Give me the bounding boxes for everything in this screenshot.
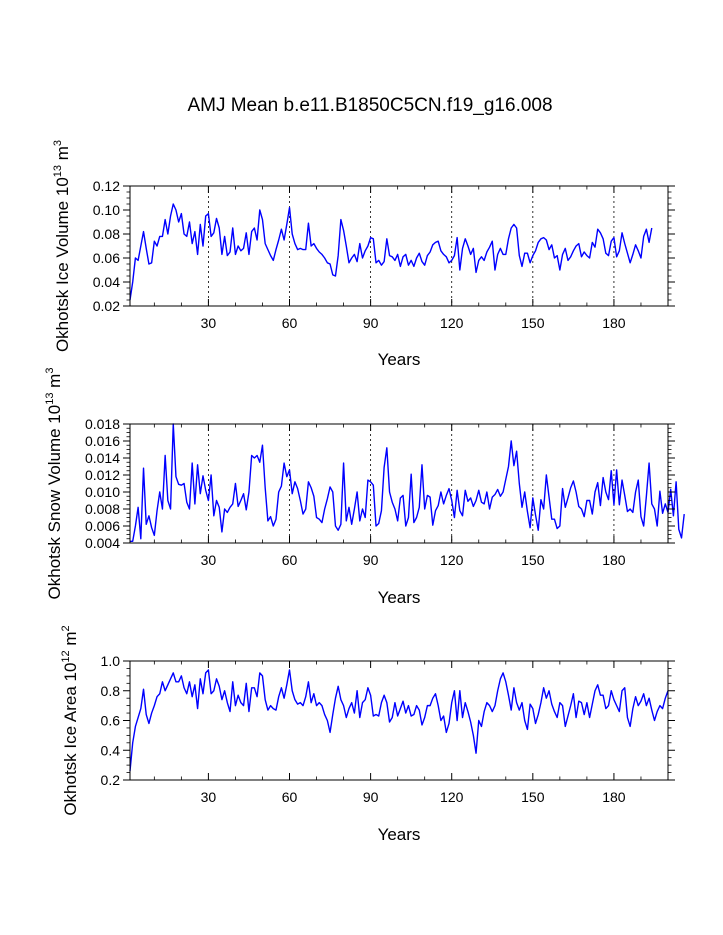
ice-volume-ytick-label-3: 0.08 (93, 226, 120, 242)
snow-volume-ylabel-exp: 13 (44, 393, 56, 405)
ice-volume-xtick-label-2: 90 (363, 315, 379, 331)
snow-volume-xtick-label-3: 120 (440, 552, 464, 568)
ice-area-ytick-label-2: 0.6 (101, 713, 121, 729)
snow-volume-ytick-label-0: 0.004 (85, 535, 120, 551)
ice-volume-chart: 30 60 90 120 150 180 0.02 0.04 0.06 0.08 0.10 0.12 Y… (52, 140, 675, 369)
ice-volume-ytick-label-2: 0.06 (93, 250, 120, 266)
snow-volume-ylabel-unit-exp: 3 (44, 368, 56, 374)
snow-volume-xtick-label-0: 30 (201, 552, 217, 568)
ice-area-xtick-label-1: 60 (282, 789, 298, 805)
snow-volume-ytick-label-2: 0.008 (85, 501, 120, 517)
ice-area-ytick-label-1: 0.4 (101, 742, 121, 758)
ice-volume-series-line (129, 203, 653, 301)
ice-area-y-axis-label: Okhotsk Ice Area 1012 m2 (60, 625, 80, 815)
ice-area-xtick-label-0: 30 (201, 789, 217, 805)
snow-volume-xtick-label-5: 180 (602, 552, 626, 568)
snow-volume-xtick-label-2: 90 (363, 552, 379, 568)
snow-volume-ylabel-unit: m (45, 374, 64, 393)
figure-title: AMJ Mean b.e11.B1850C5CN.f19_g16.008 (187, 95, 552, 116)
ice-volume-xtick-label-1: 60 (282, 315, 298, 331)
ice-volume-ylabel-exp: 13 (52, 165, 64, 177)
ice-area-ylabel-text: Okhotsk Ice Area 10 (61, 663, 80, 816)
snow-volume-x-axis-label: Years (378, 588, 421, 607)
ice-area-plot-frame (129, 660, 669, 781)
ice-volume-ylabel-unit: m (53, 146, 72, 165)
snow-volume-ylabel-text: Okhotsk Snow Volume 10 (45, 405, 64, 600)
ice-area-xtick-label-5: 180 (602, 789, 626, 805)
ice-area-ytick-label-0: 0.2 (101, 772, 121, 788)
ice-area-ylabel-unit-exp: 2 (60, 625, 72, 631)
ice-volume-ytick-label-5: 0.12 (93, 178, 120, 194)
snow-volume-y-axis-label: Okhotsk Snow Volume 1013 m3 (44, 368, 64, 600)
ice-area-ytick-label-3: 0.8 (101, 683, 121, 699)
snow-volume-ytick-label-7: 0.018 (85, 416, 120, 432)
ice-volume-ylabel-text: Okhotsk Ice Volume 10 (53, 177, 72, 352)
ice-area-x-axis-label: Years (378, 825, 421, 844)
snow-volume-xtick-label-1: 60 (282, 552, 298, 568)
ice-area-ylabel-unit: m (61, 631, 80, 650)
snow-volume-ytick-label-4: 0.012 (85, 467, 120, 483)
ice-volume-xtick-label-3: 120 (440, 315, 464, 331)
snow-volume-chart: 30 60 90 120 150 180 0.0040.0060.0080.0100.012… (44, 368, 685, 607)
ice-volume-xtick-label-5: 180 (602, 315, 626, 331)
ice-volume-xtick-label-0: 30 (201, 315, 217, 331)
ice-area-ytick-label-4: 1.0 (101, 653, 121, 669)
ice-volume-xtick-label-4: 150 (521, 315, 545, 331)
snow-volume-ytick-label-6: 0.016 (85, 433, 120, 449)
snow-volume-ytick-label-1: 0.006 (85, 518, 120, 534)
chart-panels: 30 60 90 120 150 180 0.02 0.04 0.06 0.08 0.10 0.12 Y… (44, 140, 685, 844)
snow-volume-series-line (130, 423, 685, 542)
snow-volume-ytick-label-3: 0.010 (85, 484, 120, 500)
ice-volume-x-axis-label: Years (378, 350, 421, 369)
ice-volume-ytick-label-1: 0.04 (93, 274, 120, 290)
ice-area-series-line (129, 669, 669, 772)
ice-area-chart: 30 60 90 120 150 180 0.2 0.4 0.6 0.8 1.0 Years Okhot… (60, 625, 675, 844)
ice-volume-y-axis-label: Okhotsk Ice Volume 1013 m3 (52, 140, 72, 352)
snow-volume-ytick-label-5: 0.014 (85, 450, 120, 466)
ice-volume-plot-frame (129, 185, 669, 307)
ice-area-xtick-label-4: 150 (521, 789, 545, 805)
snow-volume-xtick-label-4: 150 (521, 552, 545, 568)
ice-area-xtick-label-3: 120 (440, 789, 464, 805)
ice-volume-ytick-label-4: 0.10 (93, 202, 120, 218)
ice-area-ylabel-exp: 12 (60, 650, 72, 662)
ice-volume-ytick-label-0: 0.02 (93, 298, 120, 314)
ice-volume-ylabel-unit-exp: 3 (52, 140, 64, 146)
ice-area-xtick-label-2: 90 (363, 789, 379, 805)
